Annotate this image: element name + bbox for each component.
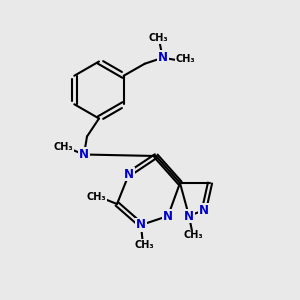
- Text: CH₃: CH₃: [134, 239, 154, 250]
- Text: N: N: [79, 148, 89, 161]
- Text: CH₃: CH₃: [184, 230, 203, 241]
- Text: N: N: [136, 218, 146, 232]
- Text: N: N: [163, 209, 173, 223]
- Text: N: N: [124, 167, 134, 181]
- Text: CH₃: CH₃: [148, 33, 168, 43]
- Text: N: N: [158, 51, 168, 64]
- Text: CH₃: CH₃: [53, 142, 73, 152]
- Text: CH₃: CH₃: [86, 191, 106, 202]
- Text: N: N: [199, 203, 209, 217]
- Text: N: N: [184, 209, 194, 223]
- Text: CH₃: CH₃: [176, 54, 195, 64]
